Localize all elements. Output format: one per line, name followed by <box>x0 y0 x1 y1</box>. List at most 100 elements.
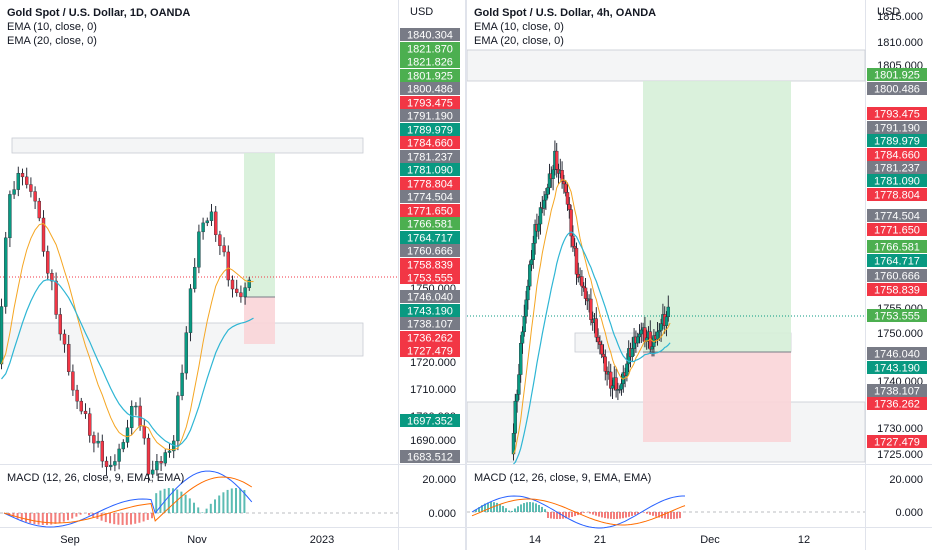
candle[interactable] <box>210 212 213 221</box>
candle[interactable] <box>638 334 641 337</box>
candle[interactable] <box>530 260 533 265</box>
candle[interactable] <box>580 277 583 287</box>
candle[interactable] <box>223 246 226 252</box>
macd-label[interactable]: MACD (12, 26, close, 9, EMA, EMA) <box>7 472 184 484</box>
candle[interactable] <box>602 354 605 357</box>
candle[interactable] <box>598 342 601 345</box>
candle[interactable] <box>88 414 91 436</box>
candle[interactable] <box>543 200 546 208</box>
chart-canvas-left[interactable]: 1850.0001750.0001720.0001710.0001700.000… <box>0 0 465 550</box>
candle[interactable] <box>109 465 112 466</box>
candle[interactable] <box>25 177 28 185</box>
candle[interactable] <box>168 451 171 453</box>
chart-canvas-right[interactable]: 1815.0001810.0001805.0001755.0001750.000… <box>467 0 932 550</box>
candle[interactable] <box>118 449 121 461</box>
candle[interactable] <box>600 345 603 355</box>
candle[interactable] <box>528 265 531 286</box>
candle[interactable] <box>584 288 587 299</box>
candle[interactable] <box>63 334 66 344</box>
candle[interactable] <box>218 235 221 246</box>
target-zone[interactable] <box>244 153 275 297</box>
candle[interactable] <box>660 324 663 331</box>
candle[interactable] <box>130 406 133 427</box>
candle[interactable] <box>185 333 188 373</box>
candle[interactable] <box>514 401 517 433</box>
candle[interactable] <box>147 438 150 474</box>
candle[interactable] <box>80 401 83 411</box>
candle[interactable] <box>197 232 200 267</box>
candle[interactable] <box>526 286 529 300</box>
candle[interactable] <box>597 337 600 342</box>
candle[interactable] <box>562 181 565 184</box>
candle[interactable] <box>97 441 100 443</box>
candle[interactable] <box>29 185 32 192</box>
candle[interactable] <box>544 194 547 200</box>
candle[interactable] <box>517 375 520 395</box>
candle[interactable] <box>546 188 549 195</box>
stop-zone[interactable] <box>643 352 791 442</box>
candle[interactable] <box>573 246 576 248</box>
candle[interactable] <box>67 344 70 372</box>
candle[interactable] <box>46 251 49 273</box>
candle[interactable] <box>181 373 184 396</box>
candle[interactable] <box>582 286 585 288</box>
candle[interactable] <box>539 208 542 225</box>
candle[interactable] <box>656 332 659 339</box>
candle[interactable] <box>667 307 670 317</box>
candle[interactable] <box>59 314 62 334</box>
candle[interactable] <box>160 461 163 463</box>
zone-rectangle[interactable] <box>0 323 363 356</box>
candle[interactable] <box>214 212 217 235</box>
zone-rectangle[interactable] <box>467 50 865 81</box>
candle[interactable] <box>55 281 58 314</box>
candle[interactable] <box>92 435 95 443</box>
candle[interactable] <box>202 223 205 232</box>
candle[interactable] <box>4 238 7 307</box>
candle[interactable] <box>206 221 209 223</box>
candle[interactable] <box>101 441 104 461</box>
candle[interactable] <box>164 453 167 464</box>
candle[interactable] <box>126 428 129 443</box>
candle[interactable] <box>71 372 74 390</box>
candle[interactable] <box>566 192 569 204</box>
candle[interactable] <box>552 170 555 179</box>
candle[interactable] <box>604 357 607 372</box>
candle[interactable] <box>239 293 242 297</box>
candle[interactable] <box>516 394 519 401</box>
zone-rectangle[interactable] <box>12 138 363 153</box>
candle[interactable] <box>8 194 11 237</box>
candle[interactable] <box>143 426 146 438</box>
candle[interactable] <box>658 330 661 331</box>
candle[interactable] <box>555 151 558 169</box>
candle[interactable] <box>0 307 3 364</box>
candle[interactable] <box>665 317 668 326</box>
candle[interactable] <box>122 442 125 449</box>
candle[interactable] <box>611 386 614 389</box>
candle[interactable] <box>193 267 196 288</box>
candle[interactable] <box>521 332 524 343</box>
candle[interactable] <box>21 173 24 177</box>
chart-panel-right[interactable]: 1815.0001810.0001805.0001755.0001750.000… <box>467 0 932 550</box>
candle[interactable] <box>640 330 643 334</box>
candle[interactable] <box>537 224 540 231</box>
candle[interactable] <box>525 300 528 316</box>
candle[interactable] <box>113 461 116 465</box>
candle[interactable] <box>575 248 578 274</box>
candle[interactable] <box>34 192 37 202</box>
candle[interactable] <box>176 396 179 441</box>
candle[interactable] <box>532 243 535 260</box>
candle[interactable] <box>615 378 618 390</box>
candle[interactable] <box>139 406 142 426</box>
candle[interactable] <box>227 252 230 280</box>
candle[interactable] <box>105 461 108 467</box>
candle[interactable] <box>231 280 234 289</box>
chart-panel-left[interactable]: 1850.0001750.0001720.0001710.0001700.000… <box>0 0 465 550</box>
candle[interactable] <box>38 201 41 218</box>
candle[interactable] <box>76 390 79 401</box>
candle[interactable] <box>595 319 598 338</box>
candle[interactable] <box>651 347 654 350</box>
candle[interactable] <box>244 288 247 297</box>
candle[interactable] <box>17 173 20 189</box>
candle[interactable] <box>189 289 192 333</box>
candle[interactable] <box>84 411 87 414</box>
